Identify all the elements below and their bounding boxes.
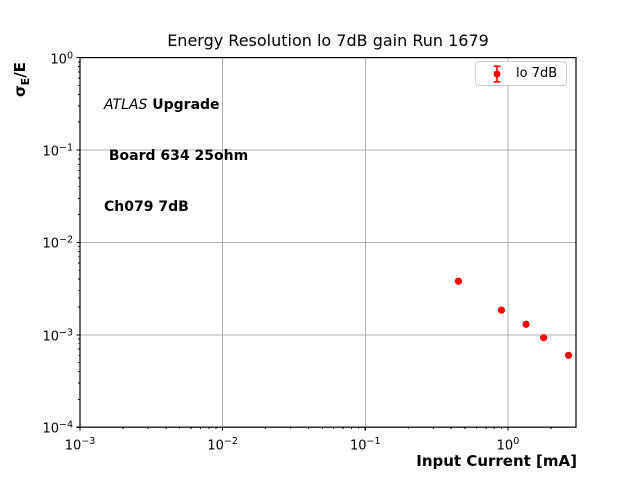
annotation-line-3: Ch079 7dB xyxy=(104,199,189,215)
annotation-line-2: Board 634 25ohm xyxy=(104,148,249,164)
annotation-line-1: ATLAS Upgrade xyxy=(104,97,248,114)
y-axis-label: σE/E xyxy=(11,62,32,97)
y-tick-label: 10−1 xyxy=(42,142,73,160)
annotation-atlas-italic: ATLAS xyxy=(104,97,148,113)
x-tick-label: 10−2 xyxy=(207,435,238,454)
data-point xyxy=(522,320,530,328)
chart-title: Energy Resolution lo 7dB gain Run 1679 xyxy=(167,31,489,50)
y-tick-label: 100 xyxy=(50,49,73,68)
data-point xyxy=(540,334,548,342)
ylabel-rest: /E xyxy=(11,62,29,78)
x-tick-label: 10−3 xyxy=(64,435,96,454)
annotation-upgrade-bold: Upgrade xyxy=(147,97,220,113)
ylabel-subscript: E xyxy=(19,77,32,86)
y-tick-label: 10−2 xyxy=(42,234,73,253)
y-tick-label: 10−3 xyxy=(42,327,73,345)
atlas-annotation: ATLAS Upgrade Board 634 25ohm Ch079 7dB xyxy=(104,63,248,250)
x-axis-label: Input Current [mA] xyxy=(416,452,577,470)
errorbar-marker-icon xyxy=(493,64,501,83)
x-tick-label: 100 xyxy=(496,435,520,454)
y-tick-label: 10−4 xyxy=(42,419,73,437)
data-point xyxy=(454,277,463,285)
data-point xyxy=(564,351,573,359)
legend-label: lo 7dB xyxy=(516,66,558,81)
data-point xyxy=(497,306,506,314)
ylabel-sigma: σ xyxy=(11,85,29,97)
x-tick-label: 10−1 xyxy=(350,435,381,454)
legend: lo 7dB xyxy=(475,61,567,86)
